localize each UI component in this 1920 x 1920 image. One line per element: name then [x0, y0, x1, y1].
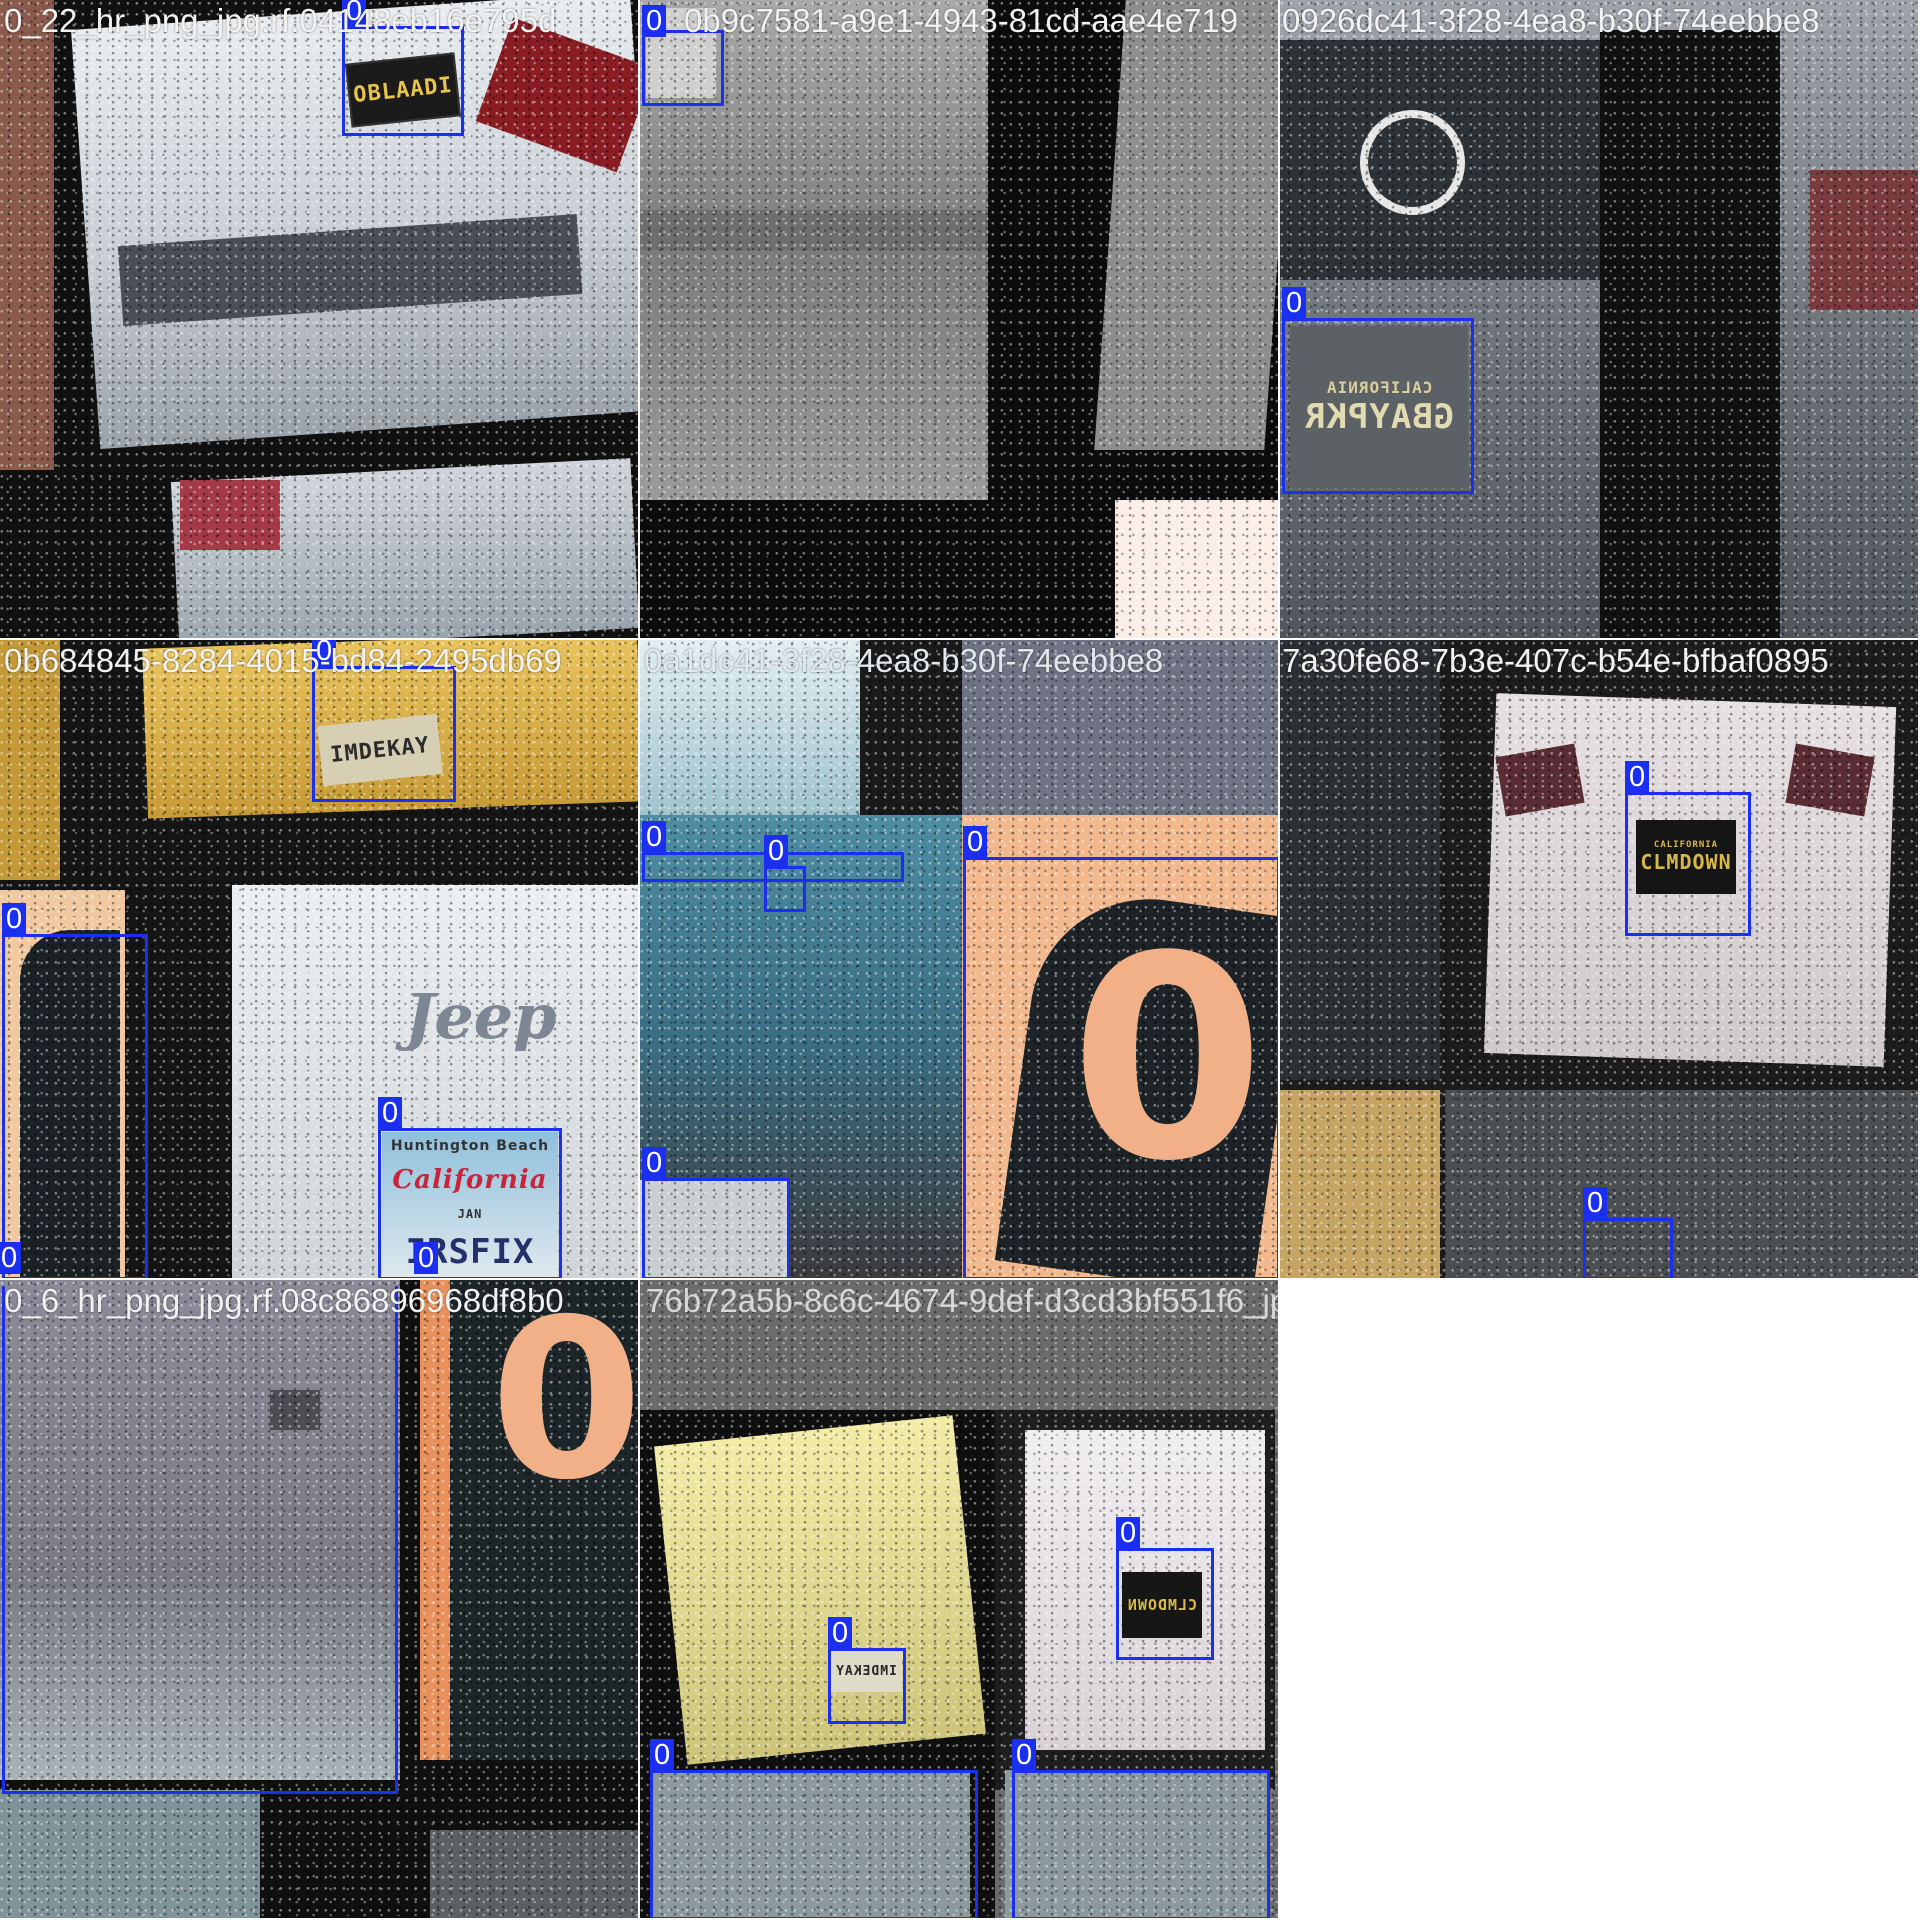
detection-box: 0: [312, 640, 456, 802]
class-label: 0: [1282, 287, 1307, 319]
detection-box: 0: [963, 826, 1278, 1278]
class-label: 0: [764, 835, 789, 867]
class-label: 0: [1116, 1517, 1141, 1549]
plate-state: CALIFORNIA: [1653, 840, 1719, 850]
class-label: 0: [0, 1242, 22, 1274]
mosaic-tile: 0 0a1dc41-3f28-4ea8-b30f-74eebbe8 0 0 0 …: [640, 640, 1280, 1280]
class-label: 0: [828, 1617, 853, 1649]
license-plate: Huntington Beach California JAN IRSFIX: [382, 1132, 558, 1278]
detection-box: 0: [1625, 761, 1751, 936]
license-plate: CALIFORNIA CLMDOWN: [1636, 820, 1736, 894]
class-label: 0: [378, 1097, 403, 1129]
class-label: 0: [342, 0, 367, 27]
mosaic-tile: Jeep IMDEKAY Huntington Beach California…: [0, 640, 640, 1280]
detection-box: 0: [764, 835, 806, 912]
class-label: 0: [1583, 1187, 1608, 1219]
image-filename: 76b72a5b-8c6c-4674-9def-d3cd3bf551f6_jpg: [646, 1282, 1280, 1319]
plate-number: CLMDOWN: [1640, 850, 1732, 874]
brand-emblem: Jeep: [405, 980, 557, 1053]
detection-box: 0: [1583, 1187, 1673, 1278]
detection-box: 0: [1116, 1517, 1214, 1660]
image-filename: 7a30fe68-7b3e-407c-b54e-bfbaf0895: [1282, 642, 1829, 679]
class-label: 0: [414, 1242, 439, 1274]
mosaic-tile: CALIFORNIA CLMDOWN 7a30fe68-7b3e-407c-b5…: [1280, 640, 1920, 1280]
empty-mosaic-cell: [1280, 1280, 1920, 1920]
image-filename: 0b9c7581-a9e1-4943-81cd-aae4e719: [684, 2, 1239, 39]
license-plate: CALIFORNIA GBAYPKR: [1290, 326, 1468, 488]
class-label: 0: [642, 1147, 667, 1179]
class-label: 0: [2, 903, 27, 935]
plate-month: JAN: [457, 1206, 483, 1221]
image-filename: 0b684845-8284-4015-bd84-2495db69: [4, 642, 562, 679]
mosaic-tile: 0b9c7581-a9e1-4943-81cd-aae4e719 0: [640, 0, 1280, 640]
class-label: 0: [642, 821, 667, 853]
plate-top-text: Huntington Beach: [390, 1137, 550, 1154]
detection-box: 0: [2, 1286, 398, 1794]
class-label: 0: [642, 5, 667, 37]
plate-digit-closeup: 0: [490, 1280, 640, 1528]
detection-box: 0: [0, 1242, 22, 1278]
mosaic-tile: CALIFORNIA GBAYPKR 0926dc41-3f28-4ea8-b3…: [1280, 0, 1920, 640]
detection-box: 0: [414, 1242, 439, 1278]
detection-box: 0: [342, 0, 464, 136]
class-label: 0: [963, 826, 988, 858]
image-filename: 0_6_hr_png_jpg.rf.08c86896968df8b0: [4, 1282, 564, 1319]
detection-box: 0: [1012, 1739, 1270, 1918]
detection-box: 0: [642, 1147, 790, 1278]
image-filename: 0a1dc41-3f28-4ea8-b30f-74eebbe8: [644, 642, 1164, 679]
mosaic-tile: OBLAADI 0_22_hr_png_jpg.rf.04148eb16e795…: [0, 0, 640, 640]
mosaic-tile: 0 0_6_hr_png_jpg.rf.08c86896968df8b0 0: [0, 1280, 640, 1920]
plate-state: California: [392, 1165, 548, 1196]
class-label: 0: [312, 640, 337, 667]
plate-digit-closeup: 0: [1070, 897, 1265, 1223]
image-filename: 0_22_hr_png_jpg.rf.04148eb16e795d: [4, 2, 557, 39]
mosaic-tile: IMDEKAY CLMDOWN 76b72a5b-8c6c-4674-9def-…: [640, 1280, 1280, 1920]
class-label: 0: [650, 1739, 675, 1771]
image-filename: 0926dc41-3f28-4ea8-b30f-74eebbe8: [1282, 2, 1820, 39]
class-label: 0: [1012, 1739, 1037, 1771]
detection-box: 0: [642, 5, 724, 106]
detection-box: 0: [828, 1617, 906, 1724]
detection-box: 0: [378, 1097, 562, 1278]
detection-box: 0: [1282, 287, 1474, 494]
detection-box: 0: [2, 903, 148, 1278]
detection-box: 0: [650, 1739, 978, 1918]
class-label: 0: [1625, 761, 1650, 793]
